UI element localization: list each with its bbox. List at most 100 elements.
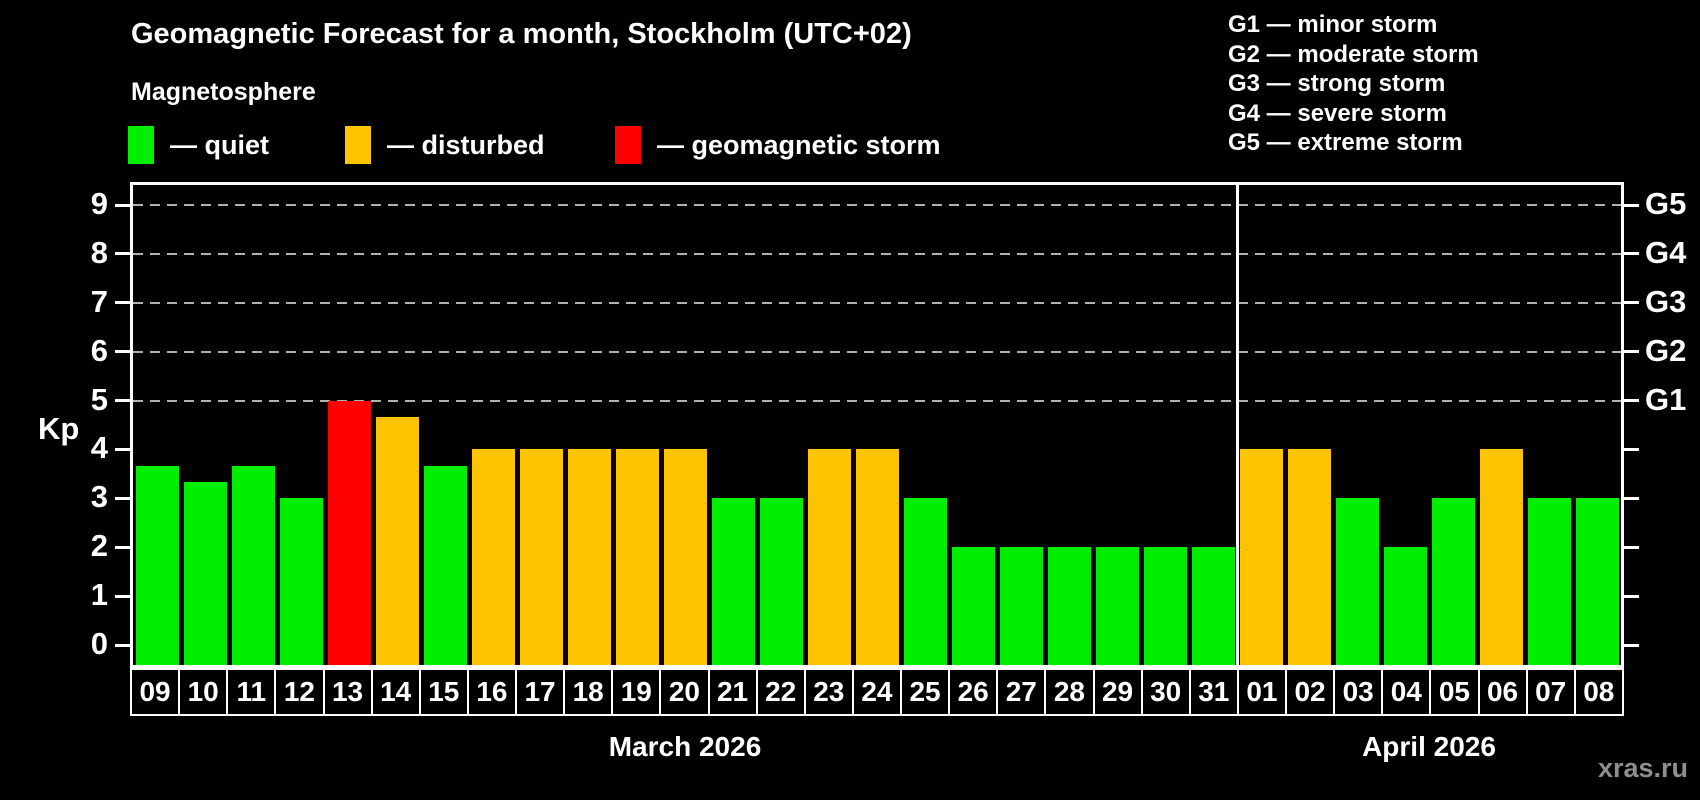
y-tick-label-6: 6 [90,332,108,368]
right-tick-8 [1624,252,1639,256]
legend-item-storm: — geomagnetic storm [615,122,941,168]
kp-bar-25 [903,498,947,665]
kp-bar-03 [1335,498,1379,665]
kp-bar-22 [759,498,803,665]
legend-item-quiet: — quiet [128,122,269,168]
day-label-20: 20 [659,668,710,716]
y-tick-label-4: 4 [90,430,108,466]
day-label-02: 02 [1285,668,1336,716]
kp-bar-07 [1527,498,1571,665]
day-label-05: 05 [1429,668,1480,716]
kp-bar-17 [519,449,563,665]
y-tick-label-3: 3 [90,479,108,515]
day-label-13: 13 [322,668,373,716]
day-label-11: 11 [226,668,277,716]
left-tick-8 [115,252,130,256]
legend-item-disturbed: — disturbed [345,122,545,168]
legend-label-disturbed: — disturbed [387,129,545,160]
day-label-08: 08 [1573,668,1624,716]
left-tick-6 [115,350,130,354]
gridline-kp6 [133,350,1621,353]
g-level-label-g3: G3 [1645,283,1687,319]
day-label-12: 12 [274,668,325,716]
left-tick-7 [115,301,130,305]
right-tick-9 [1624,203,1639,207]
storm-color-swatch [615,126,641,164]
kp-bar-08 [1575,498,1619,665]
kp-bar-05 [1431,498,1475,665]
day-label-21: 21 [707,668,758,716]
kp-bar-24 [855,449,899,665]
g-level-label-g5: G5 [1645,186,1687,221]
kp-bar-16 [471,449,515,665]
right-tick-5 [1624,399,1639,403]
day-label-22: 22 [755,668,806,716]
kp-bar-12 [279,498,323,665]
day-label-10: 10 [178,668,229,716]
y-tick-label-1: 1 [90,577,108,613]
g4-legend-line: G4 — severe storm [1228,99,1447,127]
day-label-28: 28 [1044,668,1095,716]
y-axis-title: Kp [38,411,80,446]
kp-bar-23 [807,449,851,665]
kp-bar-02 [1287,449,1331,665]
day-label-row: 09 10 11 12 13 14 15 16 17 18 19 20 21 22 23 24 25 26 27 28… [130,668,1624,716]
left-tick-1 [115,594,130,598]
watermark: xras.ru [1597,753,1688,783]
magnetosphere-label: Magnetosphere [131,78,316,106]
g-level-label-g1: G1 [1645,381,1687,417]
kp-bar-04 [1383,547,1427,665]
disturbed-color-swatch [345,126,371,164]
day-label-23: 23 [803,668,854,716]
kp-bar-31 [1191,547,1235,665]
right-tick-7 [1624,301,1639,305]
day-label-25: 25 [900,668,951,716]
g5-legend-line: G5 — extreme storm [1228,129,1463,156]
right-tick-2 [1624,545,1639,549]
y-tick-label-9: 9 [90,186,108,221]
month-label-march: March 2026 [608,731,762,762]
g1-legend-line: G1 — minor storm [1228,11,1438,38]
kp-bar-10 [183,482,227,665]
kp-bar-09 [135,465,179,665]
gridline-kp9 [133,204,1621,206]
day-label-30: 30 [1140,668,1191,716]
y-tick-label-7: 7 [90,283,108,319]
day-label-18: 18 [563,668,614,716]
quiet-color-swatch [128,126,154,164]
legend-label-storm: — geomagnetic storm [657,129,941,160]
y-tick-label-2: 2 [90,528,108,564]
day-label-19: 19 [611,668,662,716]
g-scale-legend: G1 — minor storm G2 — moderate storm G3 … [1228,10,1479,158]
kp-bar-26 [951,547,995,665]
right-tick-6 [1624,350,1639,354]
day-label-07: 07 [1525,668,1576,716]
right-tick-1 [1624,594,1639,598]
kp-bar-28 [1047,547,1091,665]
left-tick-9 [115,203,130,207]
legend-label-quiet: — quiet [170,129,269,160]
month-separator [1235,185,1239,665]
g3-legend-line: G3 — strong storm [1228,70,1446,97]
y-tick-label-8: 8 [90,234,108,270]
y-tick-label-5: 5 [90,381,108,417]
day-label-27: 27 [996,668,1047,716]
day-label-04: 04 [1381,668,1432,716]
kp-bar-18 [567,449,611,665]
day-label-14: 14 [370,668,421,716]
day-label-01: 01 [1236,668,1287,716]
right-tick-4 [1624,447,1639,451]
left-tick-5 [115,399,130,403]
left-tick-3 [115,496,130,500]
day-label-06: 06 [1477,668,1528,716]
day-label-26: 26 [948,668,999,716]
day-label-16: 16 [466,668,517,716]
kp-bar-29 [1095,547,1139,665]
kp-bar-13 [327,400,371,665]
kp-bar-01 [1239,449,1283,665]
kp-bar-19 [615,449,659,665]
g-level-label-g2: G2 [1645,332,1687,368]
gridline-kp7 [133,301,1621,304]
kp-bar-21 [711,498,755,665]
